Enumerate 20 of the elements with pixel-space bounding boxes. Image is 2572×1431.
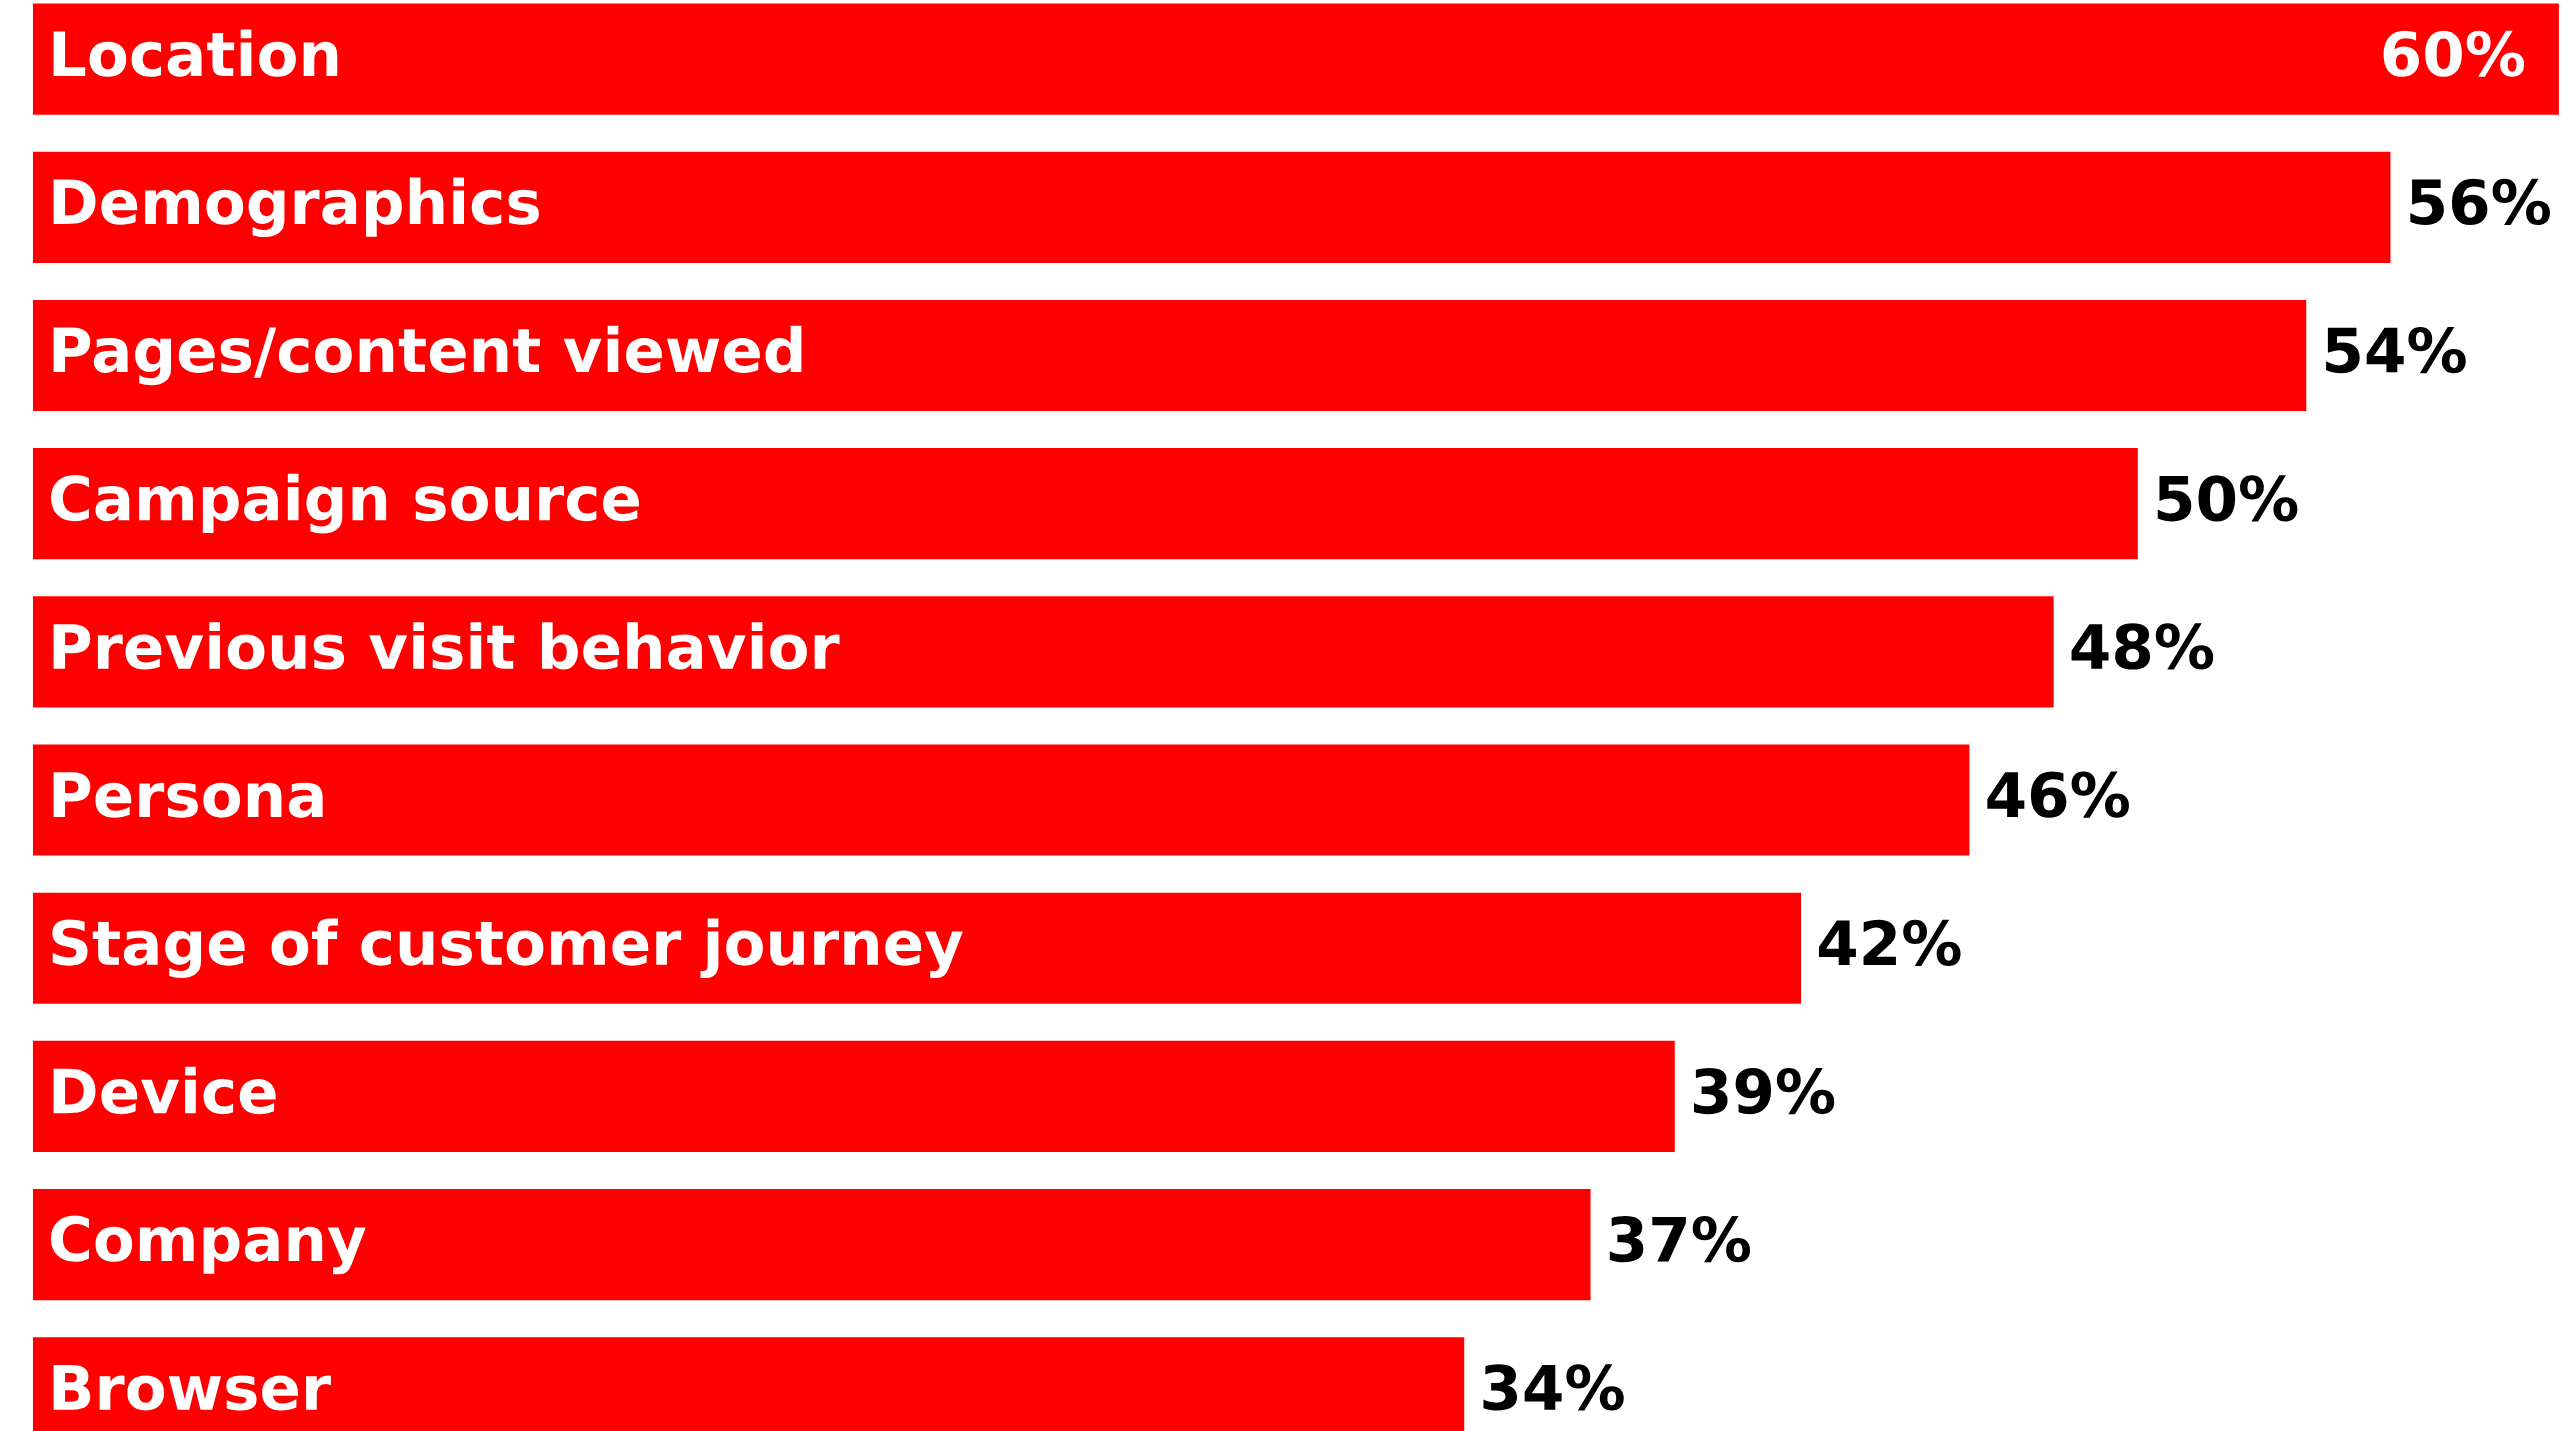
data-label: 34% [1483, 1364, 1624, 1411]
y-tick-label: Persona [53, 772, 323, 818]
data-label: 39% [1693, 1067, 1835, 1115]
y-tick-label: Pages/content viewed [53, 325, 802, 386]
data-label: 42% [1818, 919, 1961, 966]
y-tick-label: Browser [53, 1365, 331, 1411]
data-label: 46% [1987, 771, 2129, 818]
data-label: 56% [2410, 178, 2550, 226]
y-tick-label: Campaign source [51, 473, 639, 534]
data-label: 50% [2157, 475, 2298, 522]
data-label: 37% [1609, 1216, 1751, 1263]
y-tick-label: Device [53, 1066, 276, 1115]
y-tick-label: Stage of customer journey [52, 918, 963, 979]
data-label: 48% [2071, 623, 2214, 670]
data-label: 60% [2383, 30, 2525, 77]
y-tick-label: Location [53, 29, 338, 77]
y-tick-label: Previous visit behavior [53, 622, 840, 670]
data-label: 54% [2326, 327, 2466, 374]
y-tick-label: Demographics [53, 177, 539, 238]
y-tick-label: Company [51, 1215, 366, 1275]
